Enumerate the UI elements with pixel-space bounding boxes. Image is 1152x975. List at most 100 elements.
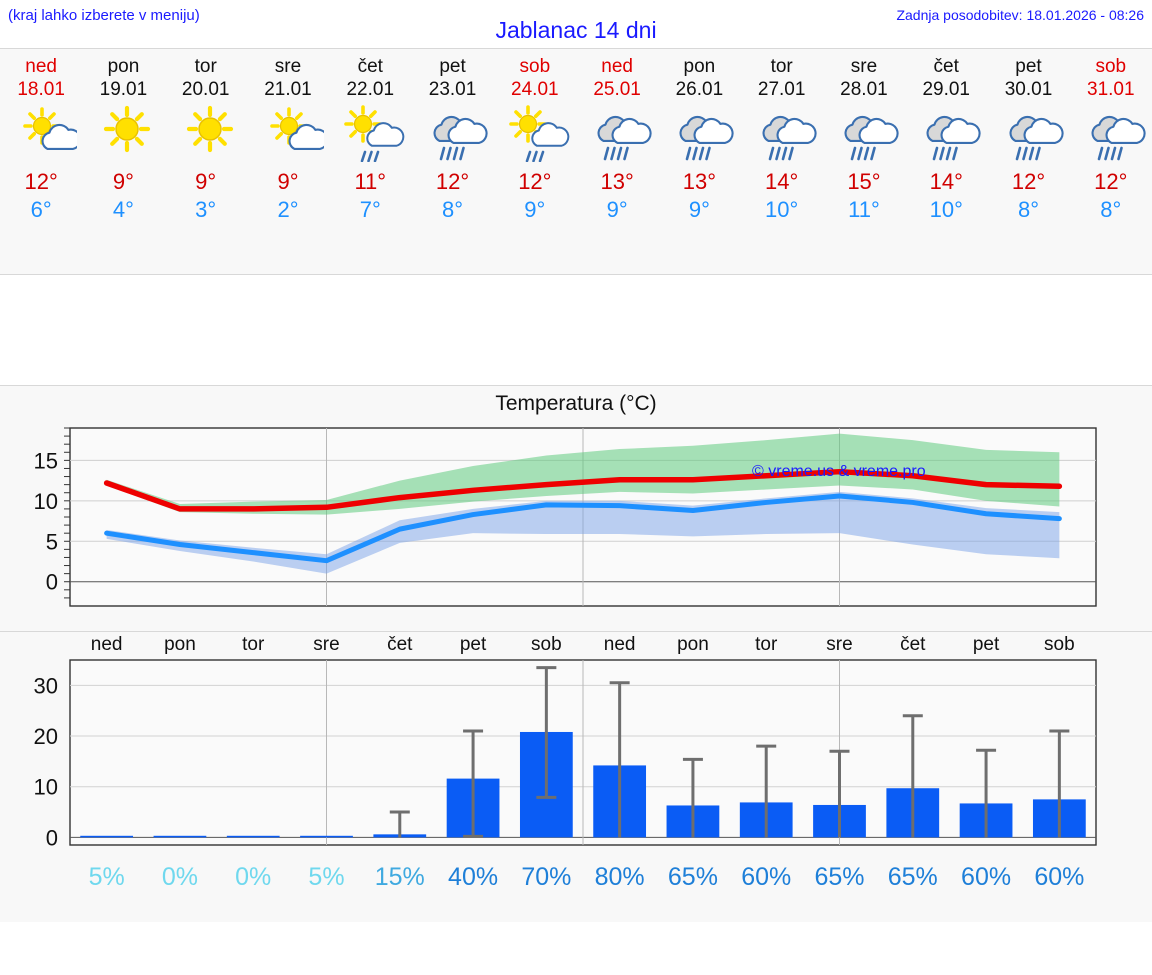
svg-text:pet: pet [973,634,1000,655]
day-column[interactable]: pon 19.01 9° 4° [82,49,164,274]
svg-text:0%: 0% [162,863,198,891]
day-column[interactable]: sre 21.01 9° 2° [247,49,329,274]
day-name: pet [439,56,466,77]
svg-text:čet: čet [387,634,413,655]
day-column[interactable]: čet 29.01 14° 10° [905,49,987,274]
svg-text:30: 30 [34,673,58,698]
svg-text:15: 15 [34,448,58,473]
day-high-temp: 11° [354,169,387,194]
precipitation-chart: ned pon tor sre čet pet sob ned pon tor sre čet pet s… [34,634,1097,891]
day-date: 30.01 [1004,79,1053,100]
svg-text:ned: ned [91,634,123,655]
sun-cloud-icon [252,104,324,162]
spacer [0,275,1152,385]
day-high-temp: 12° [518,169,552,194]
page-title: Jablanac 14 dni [495,17,657,43]
day-column[interactable]: čet 22.01 11° 7° [329,49,411,274]
svg-text:80%: 80% [595,863,645,891]
svg-text:60%: 60% [1034,863,1084,891]
cloud-rain-icon [417,104,489,162]
day-date: 26.01 [675,79,724,100]
day-column[interactable]: sob 31.01 12° 8° [1070,49,1152,274]
temperature-chart-title: Temperatura (°C) [495,392,657,415]
day-column[interactable]: pet 30.01 12° 8° [987,49,1069,274]
day-column[interactable]: ned 25.01 13° 9° [576,49,658,274]
day-column[interactable]: ned 18.01 12° 6° [0,49,82,274]
svg-text:65%: 65% [888,863,938,891]
svg-text:sre: sre [826,634,852,655]
svg-text:5%: 5% [308,863,344,891]
day-name: sre [274,56,302,77]
day-name: sre [850,56,878,77]
day-low-temp: 9° [524,197,546,222]
day-date: 19.01 [99,79,148,100]
svg-text:sob: sob [531,634,562,655]
day-low-temp: 2° [277,197,299,222]
temperature-chart: 0 5 10 15 [34,427,1097,607]
svg-text:15%: 15% [375,863,425,891]
svg-text:pon: pon [164,634,196,655]
day-high-temp: 12° [1011,169,1046,194]
day-high-temp: 14° [929,169,963,194]
temperature-chart-block: Temperatura (°C) 0 5 10 15 [0,385,1152,632]
daily-forecast-strip: ned 18.01 12° 6° pon 19.01 9° 4° tor 20.01 9° 3° sre… [0,48,1152,275]
day-high-temp: 12° [435,169,470,194]
day-low-temp: 8° [1100,197,1122,222]
svg-text:70%: 70% [521,863,571,891]
day-name: ned [601,56,633,77]
day-date: 21.01 [264,79,312,100]
day-high-temp: 9° [112,169,134,194]
day-column[interactable]: pet 23.01 12° 8° [411,49,493,274]
cloud-rain-icon [581,104,653,162]
day-name: pet [1015,56,1042,77]
cloud-rain-icon [746,104,818,162]
svg-text:0: 0 [46,570,58,595]
sun-cloud-icon [5,104,78,162]
svg-text:0%: 0% [235,863,271,891]
day-low-temp: 6° [30,197,52,222]
last-updated-text: Zadnja posodobitev: 18.01.2026 - 08:26 [896,7,1144,23]
day-name: ned [25,56,57,77]
day-date: 24.01 [511,79,559,100]
svg-text:5%: 5% [89,863,125,891]
day-low-temp: 8° [442,197,464,222]
day-high-temp: 14° [765,169,799,194]
day-column[interactable]: sob 24.01 12° 9° [494,49,576,274]
cloud-rain-icon [993,104,1065,162]
svg-text:20: 20 [34,724,58,749]
day-name: pon [683,56,716,77]
day-low-temp: 4° [112,197,134,222]
day-date: 29.01 [922,79,970,100]
svg-text:40%: 40% [448,863,498,891]
cloud-rain-icon [910,104,982,162]
day-high-temp: 15° [847,169,881,194]
sun-cloud-rain-icon [499,104,571,162]
svg-text:ned: ned [604,634,636,655]
day-date: 20.01 [181,79,230,100]
sun-icon [170,104,242,162]
page-header: (kraj lahko izberete v meniju) Jablanac … [0,0,1152,48]
day-high-temp: 9° [195,169,217,194]
svg-text:60%: 60% [961,863,1011,891]
day-column[interactable]: pon 26.01 13° 9° [658,49,740,274]
day-column[interactable]: tor 20.01 9° 3° [165,49,247,274]
day-low-temp: 3° [195,197,217,222]
day-low-temp: 11° [848,197,880,222]
day-date: 23.01 [428,79,477,100]
svg-text:10: 10 [34,775,58,800]
day-name: sob [1095,56,1127,77]
day-column[interactable]: tor 27.01 14° 10° [741,49,823,274]
day-date: 27.01 [757,79,806,100]
svg-text:0: 0 [46,825,58,850]
day-low-temp: 9° [688,197,710,222]
svg-text:60%: 60% [741,863,791,891]
day-high-temp: 12° [24,169,58,194]
day-date: 31.01 [1087,79,1135,100]
day-low-temp: 9° [606,197,628,222]
day-high-temp: 9° [277,169,299,194]
day-date: 28.01 [840,79,888,100]
day-high-temp: 13° [600,169,634,194]
svg-text:tor: tor [755,634,778,655]
day-column[interactable]: sre 28.01 15° 11° [823,49,905,274]
cloud-rain-icon [663,104,735,162]
